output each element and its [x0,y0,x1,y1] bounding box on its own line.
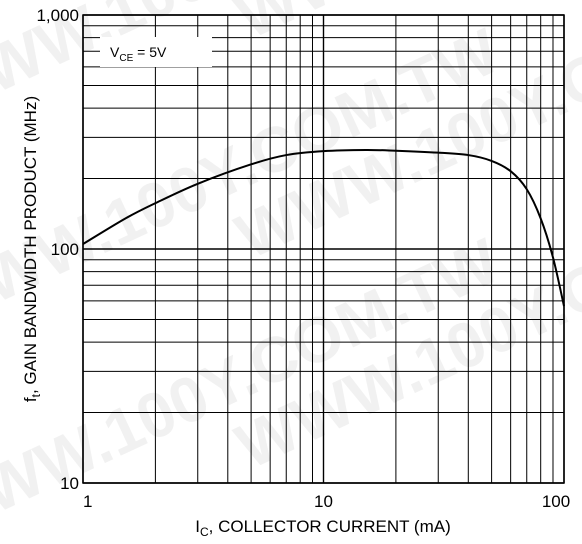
plot-frame [82,14,565,484]
x-axis-label: IC, COLLECTOR CURRENT (mA) [195,517,451,539]
x-tick-label: 100 [542,492,570,511]
grid-lines [82,14,565,484]
x-tick-label: 1 [83,492,92,511]
vce-annotation-label: VCE = 5V [110,44,167,64]
y-tick-label: 1,000 [36,6,79,25]
y-tick-labels: 10 100 1,000 [36,6,79,493]
vce-annotation: VCE = 5V [100,37,212,67]
y-tick-label: 100 [51,240,79,259]
y-tick-label: 10 [60,474,79,493]
watermark-text: WWW.100Y.COM.TW [225,0,582,53]
vce-annotation-backdrop [100,37,212,67]
series-line-ft [82,148,565,307]
x-tick-labels: 1 10 100 [83,492,570,511]
x-tick-label: 10 [314,492,333,511]
y-axis-label: ft, GAIN BANDWIDTH PRODUCT (MHz) [21,96,43,402]
